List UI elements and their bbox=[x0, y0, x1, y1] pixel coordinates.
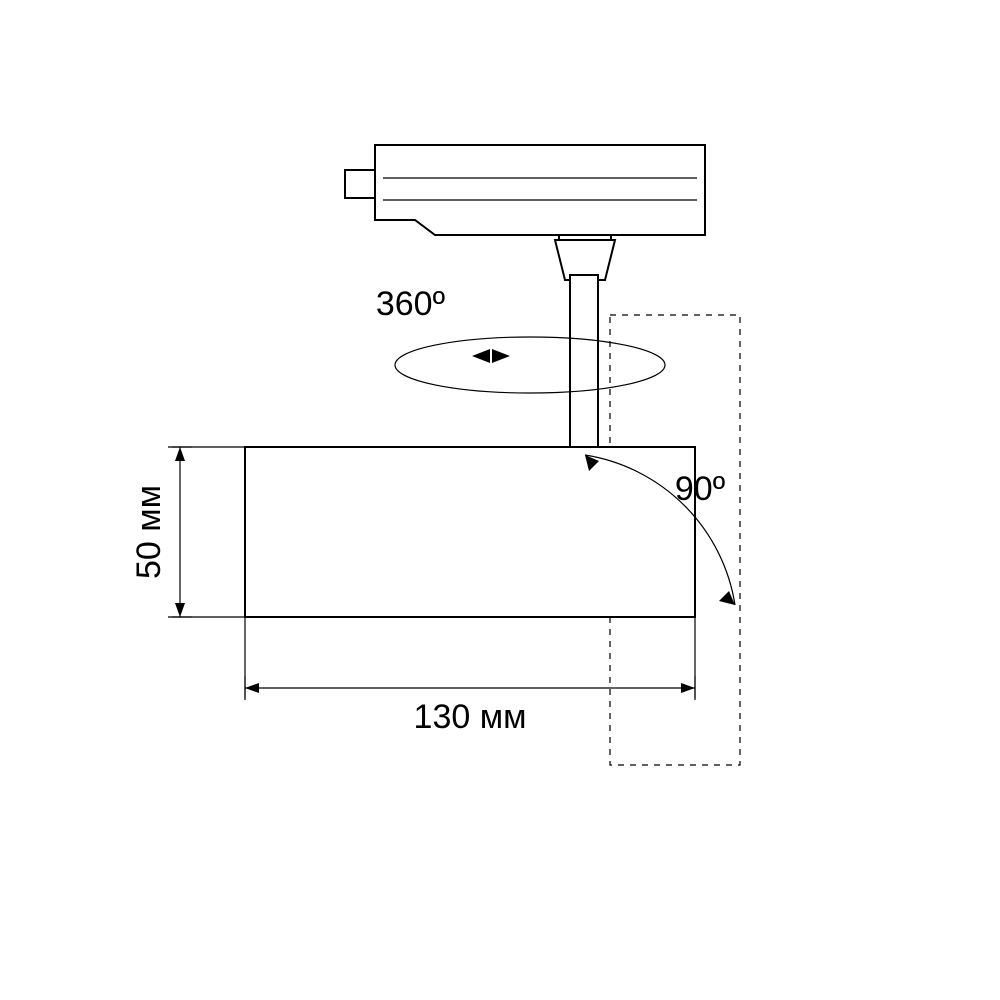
rotation-arrowhead bbox=[472, 349, 490, 363]
body-rect bbox=[245, 447, 695, 617]
rotation-ellipse bbox=[395, 337, 665, 393]
dim-height-arrow-top bbox=[175, 447, 185, 461]
dim-width-arrow-left bbox=[245, 683, 259, 693]
rotation-label: 360º bbox=[376, 285, 445, 323]
rotation-arrowhead bbox=[492, 349, 510, 363]
dim-width-label: 130 мм bbox=[414, 698, 527, 736]
mount-body bbox=[375, 145, 705, 235]
tilt-label: 90º bbox=[675, 470, 725, 508]
mount-tab bbox=[345, 170, 375, 198]
stem bbox=[570, 275, 598, 447]
dim-height-arrow-bottom bbox=[175, 603, 185, 617]
dim-width-arrow-right bbox=[681, 683, 695, 693]
dim-height-label: 50 мм bbox=[130, 485, 168, 579]
